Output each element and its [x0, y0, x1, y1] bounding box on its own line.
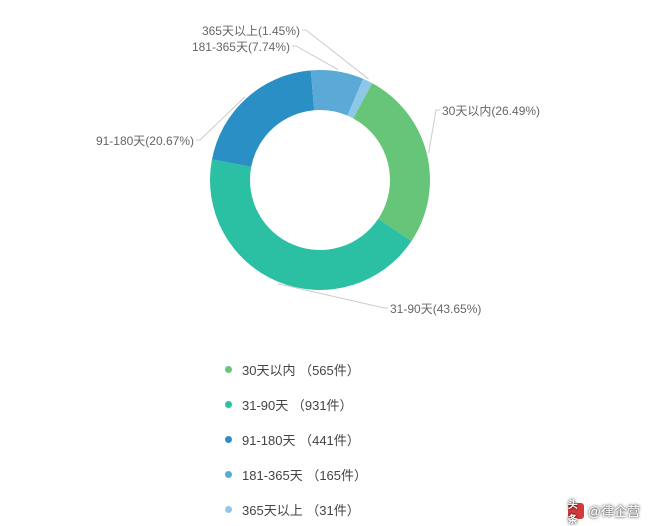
legend-label: 91-180天 （441件） — [242, 430, 360, 449]
slice-label-365plus: 365天以上(1.45%) — [202, 24, 300, 38]
legend-label: 30天以内 （565件） — [242, 360, 360, 379]
legend-item: 181-365天 （165件） — [225, 465, 367, 484]
slice-label-30days: 30天以内(26.49%) — [442, 104, 540, 118]
legend-dot-icon — [225, 506, 232, 513]
legend-item: 31-90天 （931件） — [225, 395, 367, 414]
slice-label-31-90: 31-90天(43.65%) — [390, 302, 481, 316]
donut-chart: 30天以内(26.49%) 31-90天(43.65%) 91-180天(20.… — [0, 0, 650, 360]
legend-label: 31-90天 （931件） — [242, 395, 353, 414]
toutiao-logo-icon: 头条 — [568, 503, 584, 519]
donut-slice-s1 — [353, 83, 430, 241]
slice-label-181-365: 181-365天(7.74%) — [192, 40, 290, 54]
legend-dot-icon — [225, 471, 232, 478]
legend-label: 181-365天 （165件） — [242, 465, 367, 484]
donut-svg — [0, 0, 650, 360]
watermark-text: @律企营 — [588, 501, 640, 520]
legend-dot-icon — [225, 366, 232, 373]
watermark: 头条 @律企营 — [568, 501, 640, 520]
legend-dot-icon — [225, 436, 232, 443]
donut-slice-s3 — [212, 70, 314, 166]
legend-item: 91-180天 （441件） — [225, 430, 367, 449]
legend-label: 365天以上 （31件） — [242, 500, 360, 519]
legend-item: 30天以内 （565件） — [225, 360, 367, 379]
legend: 30天以内 （565件） 31-90天 （931件） 91-180天 （441件… — [225, 360, 367, 526]
leader-line — [429, 110, 440, 153]
slice-label-91-180: 91-180天(20.67%) — [96, 134, 194, 148]
legend-item: 365天以上 （31件） — [225, 500, 367, 519]
donut-slice-s2 — [210, 159, 412, 290]
legend-dot-icon — [225, 401, 232, 408]
